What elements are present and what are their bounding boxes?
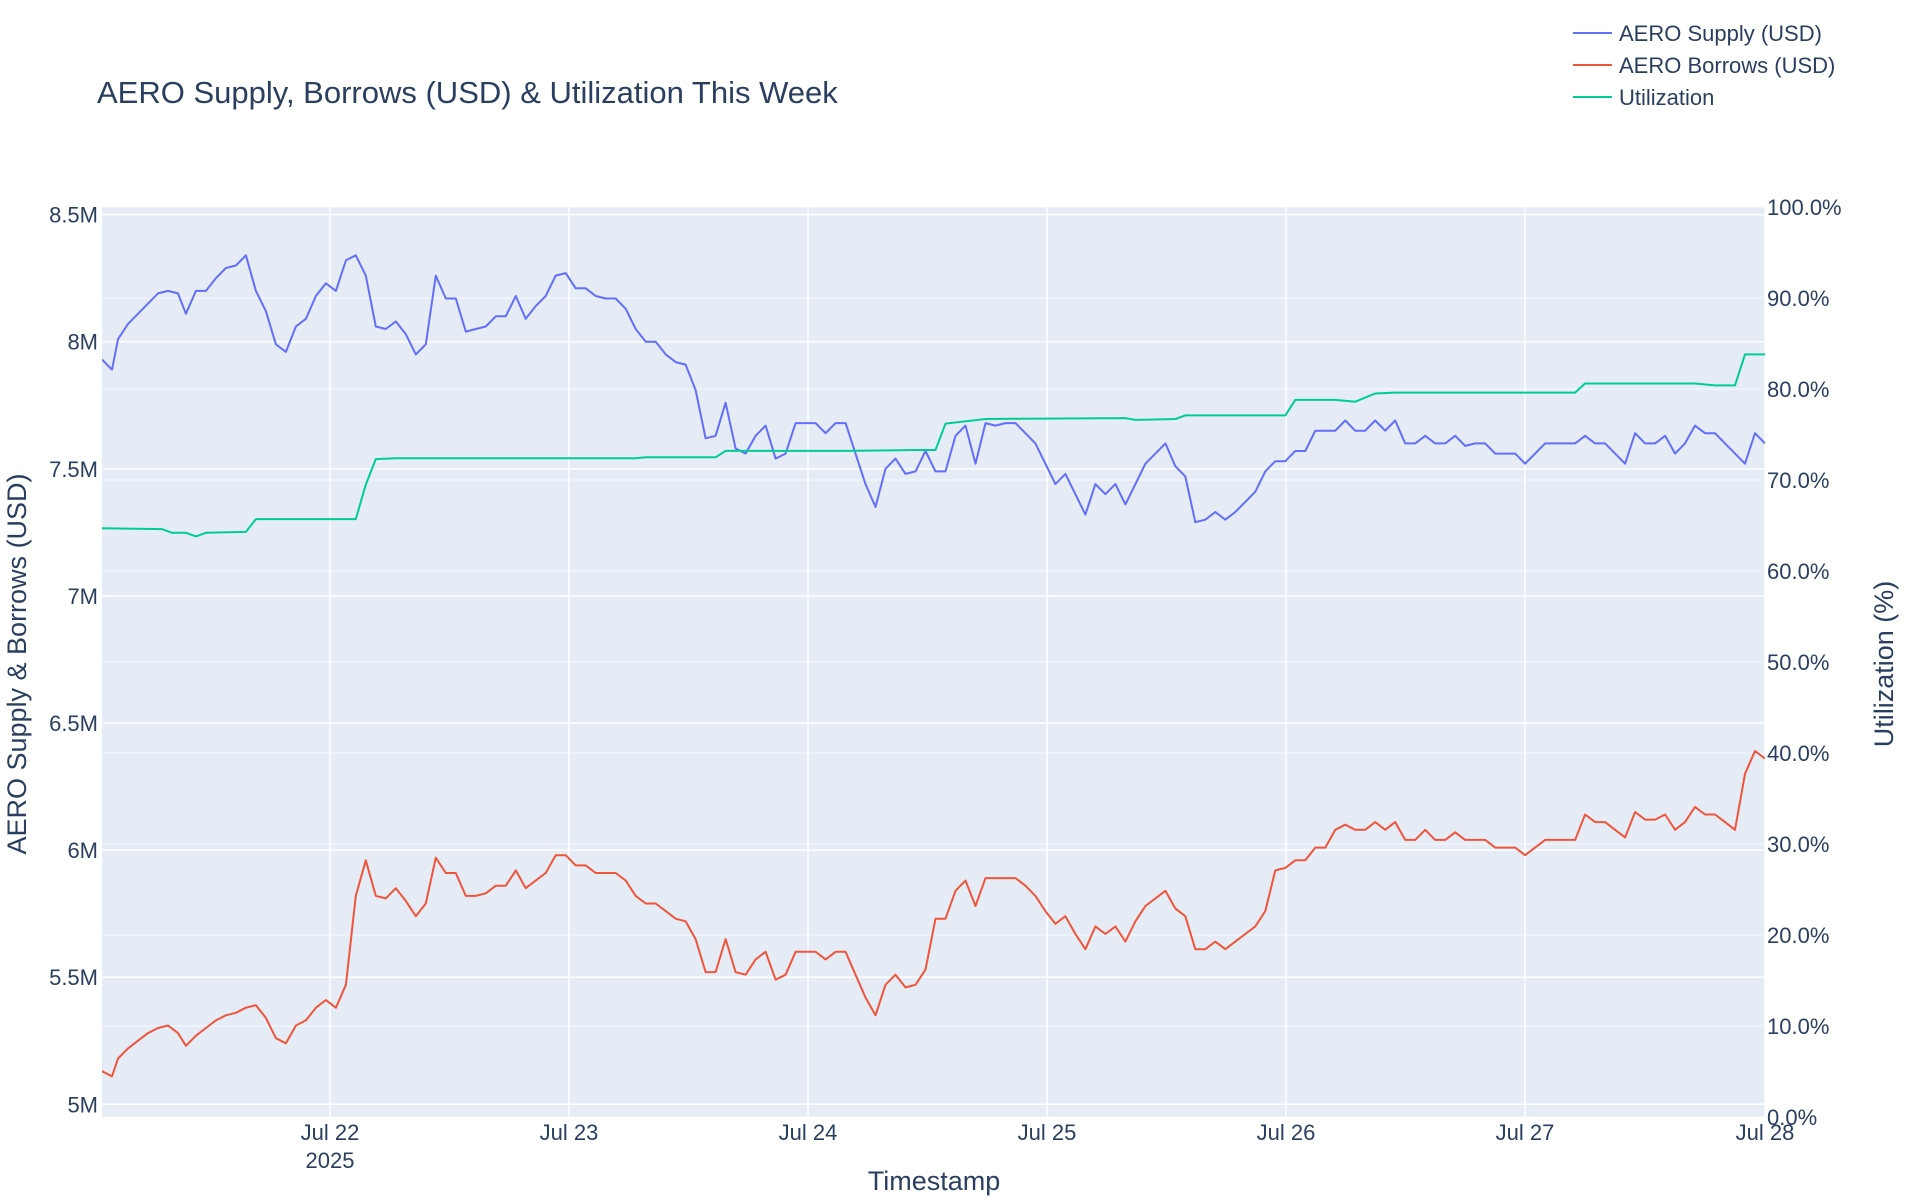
y-right-tick-label: 20.0% [1767,923,1829,948]
y-left-tick-label: 6.5M [49,711,98,736]
y-left-tick-label: 8.5M [49,203,98,228]
legend-label: AERO Supply (USD) [1619,21,1822,46]
y-right-tick-label: 80.0% [1767,377,1829,402]
legend-label: AERO Borrows (USD) [1619,53,1835,78]
y-right-tick-label: 0.0% [1767,1105,1817,1130]
legend-label: Utilization [1619,85,1714,110]
legend-item[interactable]: AERO Borrows (USD) [1573,53,1835,78]
y-left-axis-ticks: 5M 5.5M 6M 6.5M 7M 7.5M 8M 8.5M [49,203,98,1118]
y-right-tick-label: 30.0% [1767,832,1829,857]
y-left-tick-label: 5.5M [49,965,98,990]
x-tick-label: Jul 26 [1257,1120,1316,1145]
y-left-tick-label: 7.5M [49,457,98,482]
x-tick-label: Jul 22 [301,1120,360,1145]
y-left-tick-label: 5M [67,1092,98,1117]
chart-title: AERO Supply, Borrows (USD) & Utilization… [97,75,838,110]
legend[interactable]: AERO Supply (USD) AERO Borrows (USD) Utili… [1573,21,1835,110]
y-right-tick-label: 70.0% [1767,468,1829,493]
y-left-tick-label: 6M [67,838,98,863]
y-right-tick-label: 90.0% [1767,286,1829,311]
x-axis-title: Timestamp [868,1166,1001,1196]
y-right-tick-label: 40.0% [1767,741,1829,766]
series-line-1 [102,750,1765,1078]
series-layer [102,254,1765,1078]
series-line-2 [102,353,1765,538]
x-tick-label: Jul 24 [779,1120,838,1145]
y-right-tick-label: 100.0% [1767,195,1842,220]
y-right-tick-label: 50.0% [1767,650,1829,675]
series-line-0 [102,254,1765,524]
y-right-tick-label: 60.0% [1767,559,1829,584]
y-right-axis-ticks: 0.0% 10.0% 20.0% 30.0% 40.0% 50.0% 60.0% 70.0% 8… [1767,195,1842,1130]
y-right-tick-label: 10.0% [1767,1014,1829,1039]
x-tick-label: Jul 28 [1736,1120,1795,1145]
y-right-axis-title: Utilization (%) [1869,581,1899,748]
x-tick-label: Jul 23 [540,1120,599,1145]
x-tick-label: Jul 25 [1018,1120,1077,1145]
x-tick-label: Jul 27 [1496,1120,1555,1145]
y-left-tick-label: 8M [67,330,98,355]
y-left-tick-label: 7M [67,584,98,609]
gridlines [102,206,1766,1118]
x-axis-ticks: Jul 22 2025 Jul 23 Jul 24 Jul 25 Jul 26 Jul 27… [301,1120,1795,1173]
legend-item[interactable]: AERO Supply (USD) [1573,21,1822,46]
y-left-axis-title: AERO Supply & Borrows (USD) [2,473,32,854]
legend-item[interactable]: Utilization [1573,85,1714,110]
x-tick-sublabel: 2025 [306,1148,355,1173]
